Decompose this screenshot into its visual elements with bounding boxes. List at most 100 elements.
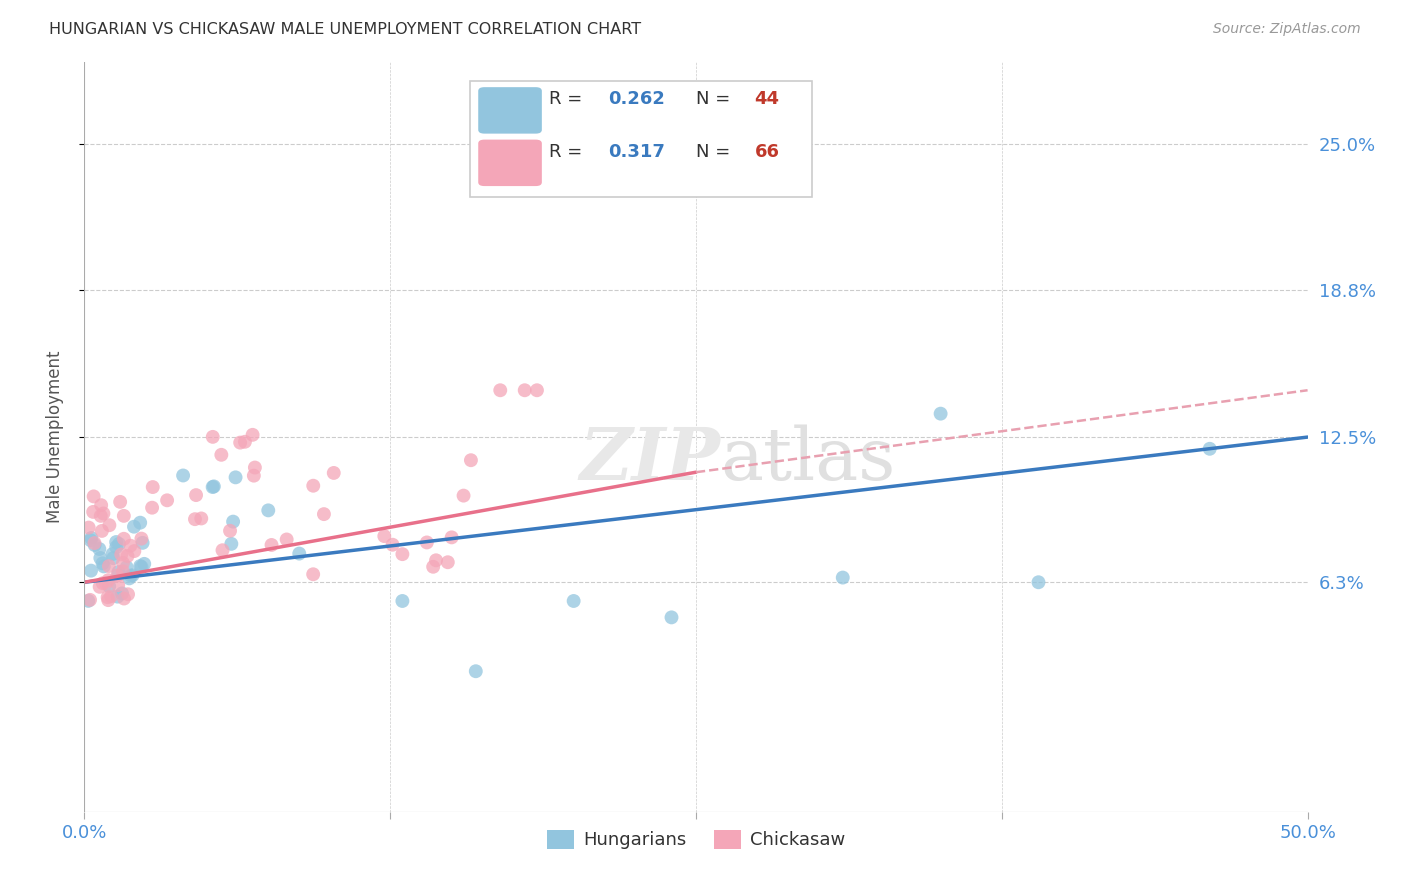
Point [112,508,135,523]
Point [229,435,252,450]
Point [391,547,413,561]
Point [209,448,232,462]
Point [129,516,152,530]
Point [243,468,266,483]
Point [79,593,101,607]
Point [134,557,156,571]
Point [97,559,120,574]
Text: Source: ZipAtlas.com: Source: ZipAtlas.com [1213,22,1361,37]
Point [489,384,512,398]
Y-axis label: Male Unemployment: Male Unemployment [45,351,63,524]
Point [91,557,114,571]
Text: ZIP: ZIP [579,424,720,495]
Point [1028,575,1050,590]
Point [77,594,100,608]
Point [211,543,233,558]
Text: 44: 44 [755,90,780,108]
Point [288,547,311,561]
Point [120,539,142,553]
Point [312,507,335,521]
Point [107,568,129,582]
Point [83,490,105,504]
Point [107,565,129,579]
Point [276,533,298,547]
Point [391,594,413,608]
Point [202,479,225,493]
Point [222,515,245,529]
Point [184,512,207,526]
Point [373,529,395,543]
Point [97,591,120,605]
Text: R =: R = [550,90,588,108]
Point [124,544,146,558]
Point [322,466,344,480]
Point [80,564,103,578]
Point [221,537,243,551]
Point [90,508,112,523]
Point [105,540,128,554]
Point [831,571,853,585]
Text: 0.317: 0.317 [607,143,665,161]
Point [108,537,131,551]
Point [82,505,104,519]
Point [115,560,138,574]
Point [80,531,103,545]
Point [257,503,280,517]
Point [233,434,256,449]
Point [94,576,117,591]
Point [661,610,683,624]
Point [526,384,548,398]
Point [97,573,120,587]
Point [112,591,135,606]
Point [141,500,163,515]
Point [107,578,129,592]
Text: R =: R = [550,143,588,161]
Text: HUNGARIAN VS CHICKASAW MALE UNEMPLOYMENT CORRELATION CHART: HUNGARIAN VS CHICKASAW MALE UNEMPLOYMENT… [49,22,641,37]
Point [1198,442,1220,456]
Point [117,587,139,601]
Point [219,524,242,538]
Point [98,579,121,593]
Point [156,493,179,508]
Point [111,586,134,600]
FancyBboxPatch shape [478,140,541,186]
FancyBboxPatch shape [478,87,541,134]
Point [172,468,194,483]
Point [77,520,100,534]
Point [425,553,447,567]
Point [131,560,153,574]
Point [122,519,145,533]
Point [111,556,134,570]
Point [79,533,101,548]
Text: N =: N = [696,90,735,108]
Text: 0.262: 0.262 [607,90,665,108]
Point [112,532,135,546]
Point [105,535,128,549]
Point [93,559,115,574]
Point [440,530,463,544]
Point [108,495,131,509]
Point [460,453,482,467]
Point [89,551,111,566]
Point [513,384,536,398]
Point [422,559,444,574]
Point [129,559,152,574]
Point [117,549,139,563]
Point [184,488,207,502]
Point [83,538,105,552]
Point [97,593,120,607]
Point [302,567,325,582]
FancyBboxPatch shape [470,81,813,197]
Point [89,541,111,556]
Point [91,576,114,591]
Point [201,430,224,444]
Point [89,580,111,594]
Point [464,664,486,678]
Point [111,564,134,578]
Point [436,555,458,569]
Point [201,480,224,494]
Point [90,498,112,512]
Point [118,571,141,585]
Legend: Hungarians, Chickasaw: Hungarians, Chickasaw [540,822,852,856]
Point [90,524,112,538]
